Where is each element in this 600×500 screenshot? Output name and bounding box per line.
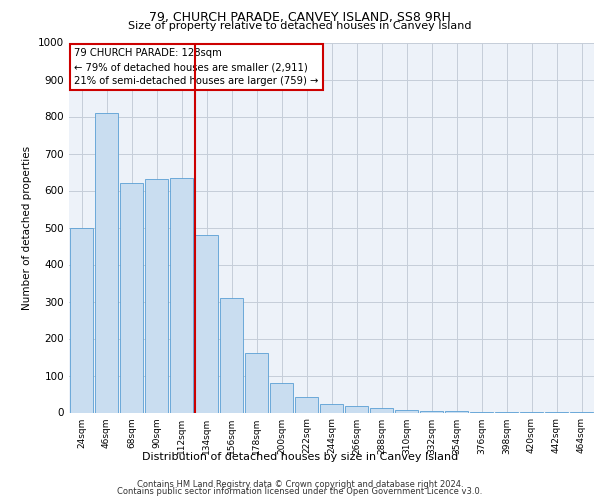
Text: Distribution of detached houses by size in Canvey Island: Distribution of detached houses by size … (142, 452, 458, 462)
Bar (145, 180, 168, 412)
Bar (295, 397, 318, 412)
Bar (245, 354, 268, 412)
Text: 79, CHURCH PARADE, CANVEY ISLAND, SS8 9RH: 79, CHURCH PARADE, CANVEY ISLAND, SS8 9R… (149, 11, 451, 24)
Bar (95, 113, 118, 412)
Bar (170, 178, 193, 412)
Y-axis label: Number of detached properties: Number of detached properties (22, 146, 32, 310)
Bar (345, 406, 368, 412)
Bar (370, 408, 393, 412)
Bar (220, 298, 243, 412)
Bar (120, 183, 143, 412)
Text: Size of property relative to detached houses in Canvey Island: Size of property relative to detached ho… (128, 21, 472, 31)
Bar (420, 410, 443, 412)
Bar (195, 235, 218, 412)
Text: Contains HM Land Registry data © Crown copyright and database right 2024.: Contains HM Land Registry data © Crown c… (137, 480, 463, 489)
Bar (70, 228, 93, 412)
Bar (320, 404, 343, 412)
Bar (270, 383, 293, 412)
Bar (395, 410, 418, 412)
Text: Contains public sector information licensed under the Open Government Licence v3: Contains public sector information licen… (118, 487, 482, 496)
Text: 79 CHURCH PARADE: 128sqm
← 79% of detached houses are smaller (2,911)
21% of sem: 79 CHURCH PARADE: 128sqm ← 79% of detach… (74, 48, 319, 86)
